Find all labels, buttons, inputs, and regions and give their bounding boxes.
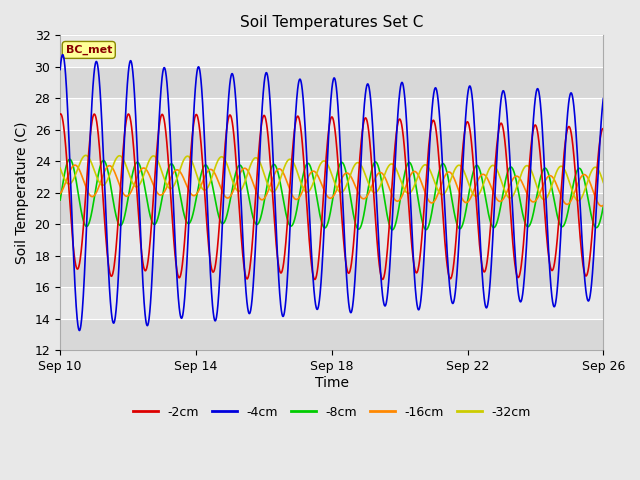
Title: Soil Temperatures Set C: Soil Temperatures Set C — [240, 15, 424, 30]
Bar — [60, 319, 604, 350]
X-axis label: Time: Time — [315, 376, 349, 390]
Bar — [60, 161, 604, 193]
Bar — [60, 256, 604, 288]
Text: BC_met: BC_met — [65, 45, 112, 55]
Bar — [60, 130, 604, 161]
Bar — [60, 193, 604, 224]
Bar — [60, 67, 604, 98]
Bar — [60, 98, 604, 130]
Y-axis label: Soil Temperature (C): Soil Temperature (C) — [15, 121, 29, 264]
Legend: -2cm, -4cm, -8cm, -16cm, -32cm: -2cm, -4cm, -8cm, -16cm, -32cm — [127, 401, 536, 424]
Bar — [60, 224, 604, 256]
Bar — [60, 288, 604, 319]
Bar — [60, 36, 604, 67]
